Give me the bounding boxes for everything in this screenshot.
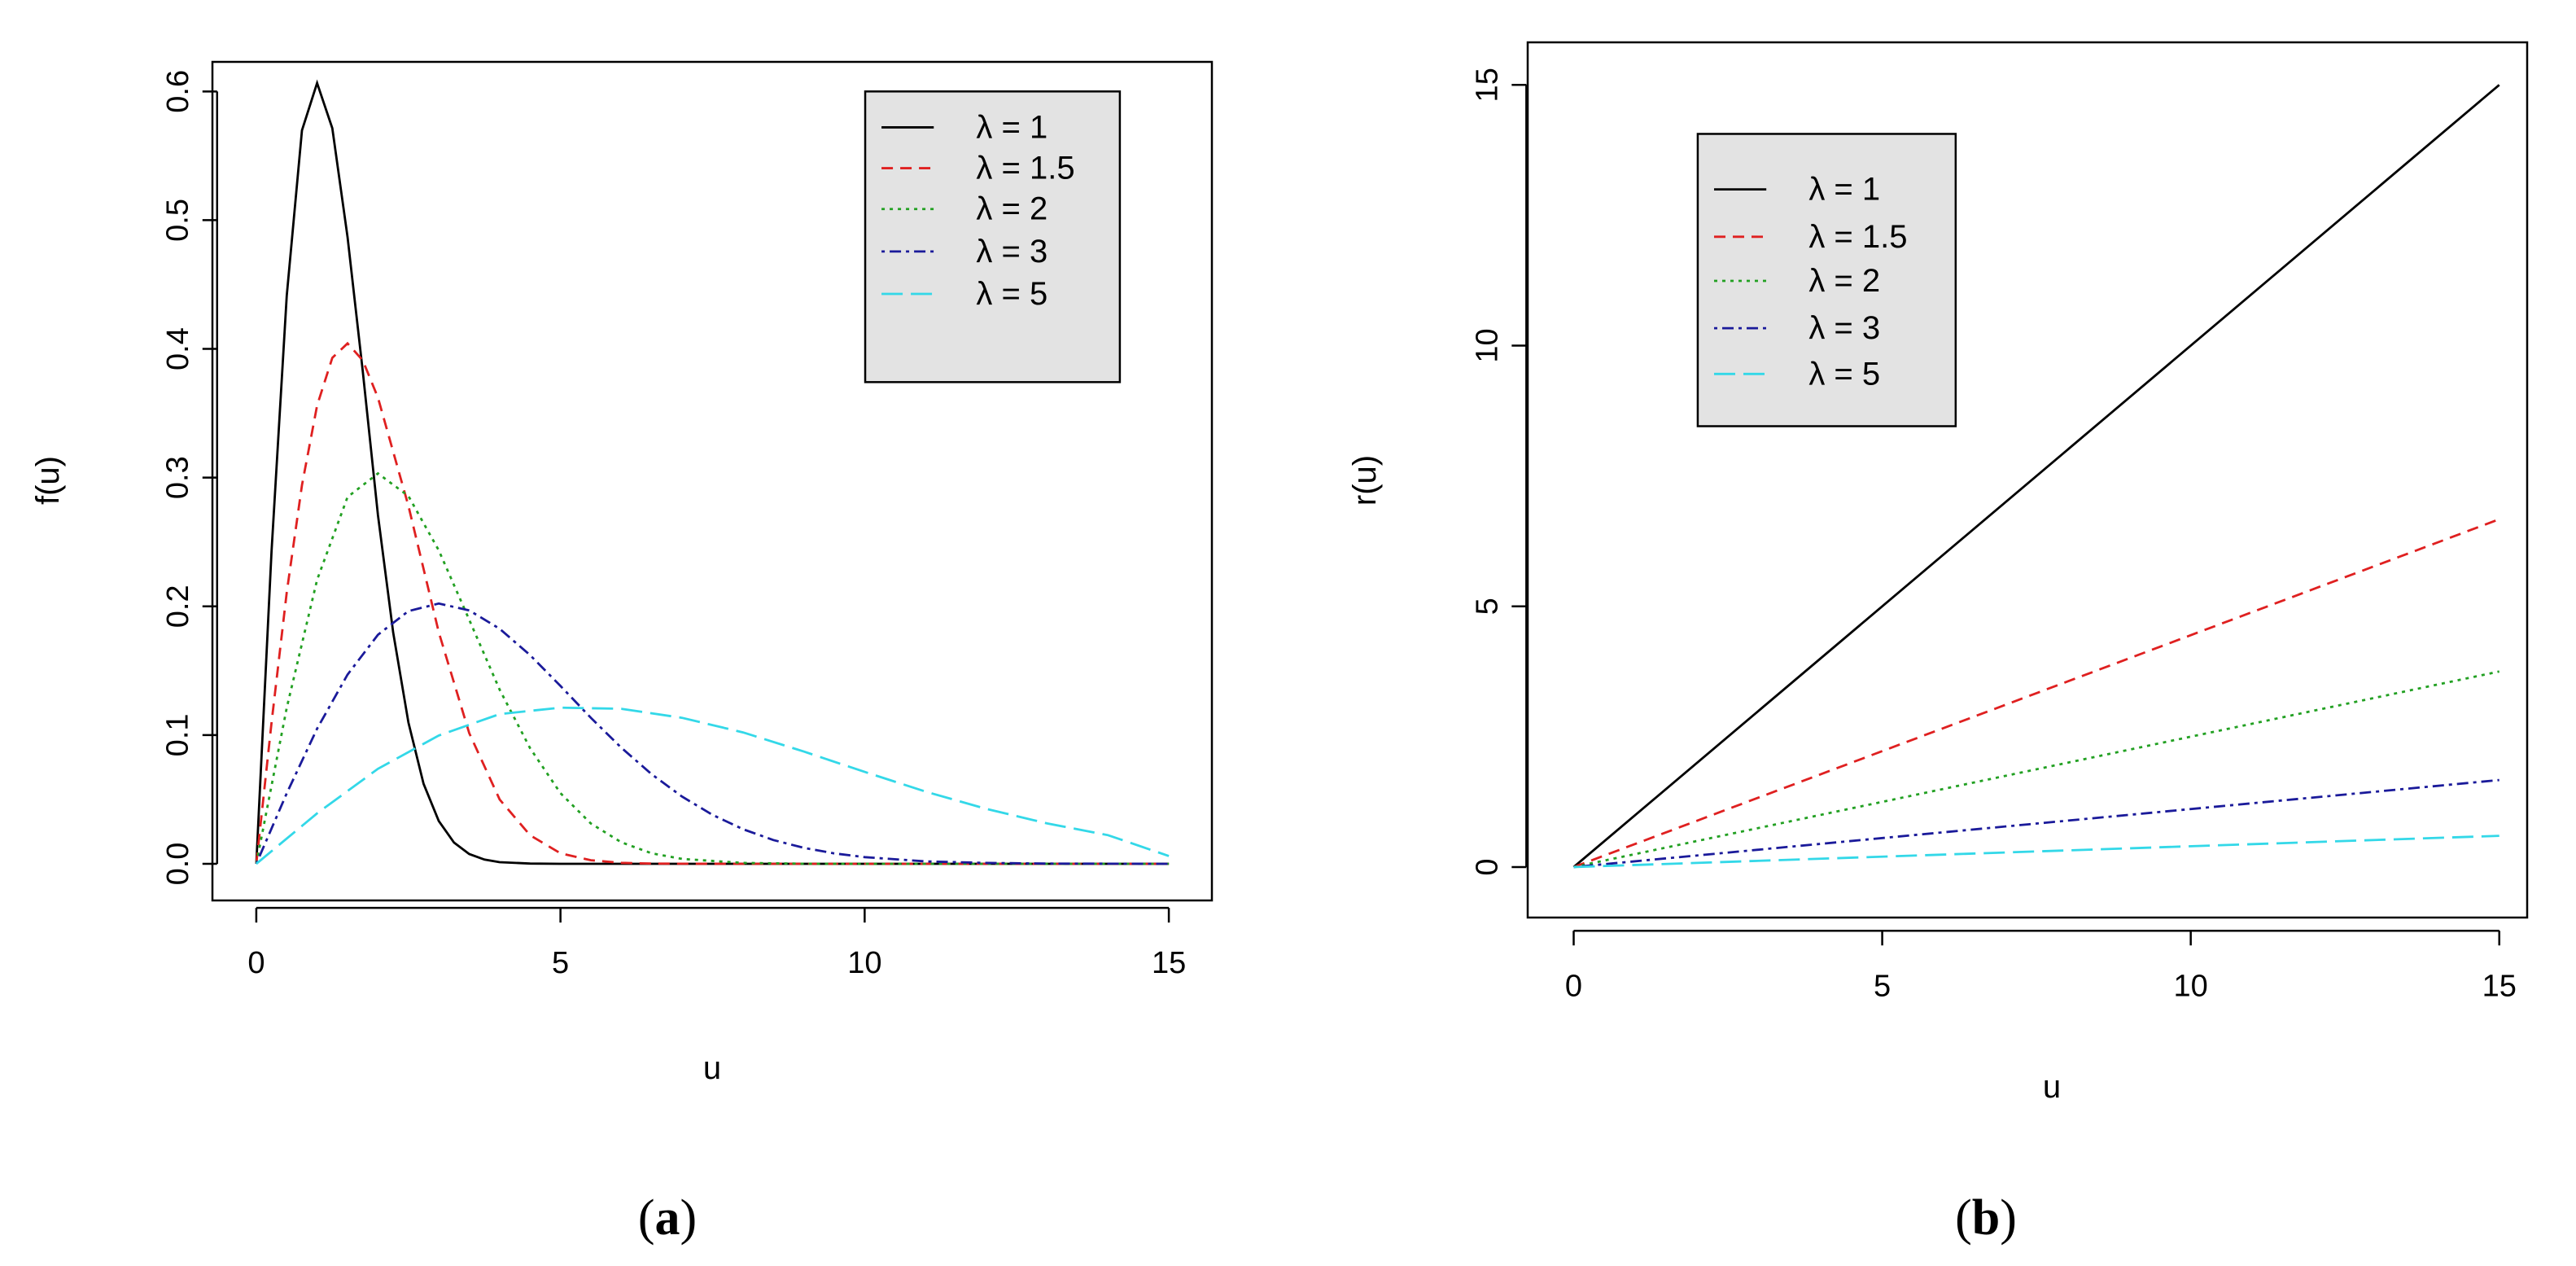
panel-a-x-axis-title: u — [703, 1050, 721, 1086]
panel-b-y-tick-label: 0 — [1470, 858, 1504, 875]
panel-a-axes: 0 5 10 15 0.0 0.1 0.2 0.3 0.4 0.5 0.6 — [161, 70, 1186, 980]
panel-b-legend-label-3: λ = 2 — [1808, 263, 1880, 299]
panel-b-series-line-4 — [1573, 778, 2499, 869]
panel-b-y-tick-label: 15 — [1470, 68, 1504, 102]
panel-b-y-tick-label: 10 — [1470, 328, 1504, 362]
panel-a-y-axis-title: f(u) — [30, 456, 66, 505]
panel-b-y-tick-label: 5 — [1470, 598, 1504, 615]
panel-a-legend-label-1: λ = 1 — [976, 109, 1047, 145]
panel-a-legend: λ = 1 λ = 1.5 λ = 2 λ = 3 λ = 5 — [864, 90, 1122, 383]
panel-a-plot-frame — [211, 60, 1214, 902]
panel-b-y-axis-title: r(u) — [1347, 455, 1383, 506]
panel-label-a-close: ) — [680, 1190, 698, 1246]
panel-a-y-tick-label: 0.6 — [161, 70, 195, 113]
panel-label-a: (a) — [638, 1190, 697, 1246]
panel-b-legend-label-1: λ = 1 — [1808, 172, 1880, 208]
panel-b-series-line-1 — [1572, 84, 2500, 869]
panel-a-x-tick-label: 15 — [1152, 946, 1186, 980]
panel-b-x-tick-label: 15 — [2482, 969, 2517, 1003]
panel-a-y-tick-label: 0.0 — [161, 843, 195, 886]
panel-b-x-tick-label: 0 — [1565, 969, 1582, 1003]
panel-a-x-tick-label: 0 — [247, 946, 265, 980]
panel-label-a-open: ( — [638, 1190, 655, 1246]
panel-a-density-plot: 0 5 10 15 0.0 0.1 0.2 0.3 0.4 0.5 0.6 u f(u) λ = 1… — [30, 60, 1214, 1086]
panel-label-b: (b) — [1955, 1190, 2017, 1246]
panel-a-series-line-5 — [256, 706, 1170, 865]
panel-b-legend-label-4: λ = 3 — [1808, 310, 1880, 346]
panel-label-b-open: ( — [1955, 1190, 1972, 1246]
panel-a-series-line-1 — [255, 79, 1170, 865]
panel-a-curves — [255, 79, 1170, 865]
panel-a-y-tick-label: 0.1 — [161, 713, 195, 756]
panel-b-x-tick-label: 10 — [2174, 969, 2208, 1003]
panel-a-y-tick-label: 0.5 — [161, 199, 195, 242]
panel-a-series-line-3 — [255, 471, 1170, 865]
panel-label-a-letter: a — [655, 1190, 680, 1246]
panel-a-legend-label-2: λ = 1.5 — [976, 151, 1074, 186]
panel-b-series-line-2 — [1573, 518, 2500, 869]
panel-b-x-axis-title: u — [2043, 1069, 2061, 1105]
panel-b-legend: λ = 1 λ = 1.5 λ = 2 λ = 3 λ = 5 — [1696, 133, 1957, 427]
panel-a-legend-box — [864, 90, 1122, 383]
panel-b-x-tick-label: 5 — [1874, 969, 1891, 1003]
panel-b-axes: 0 5 10 15 0 5 10 15 — [1470, 68, 2517, 1003]
panel-a-y-tick-label: 0.3 — [161, 456, 195, 499]
panel-label-b-close: ) — [2000, 1190, 2017, 1246]
panel-b-legend-label-5: λ = 5 — [1808, 356, 1880, 392]
panel-a-legend-label-3: λ = 2 — [976, 191, 1047, 227]
panel-a-legend-label-5: λ = 5 — [976, 276, 1047, 312]
panel-a-y-tick-label: 0.4 — [161, 327, 195, 370]
panel-a-series-line-4 — [255, 602, 1170, 865]
panel-b-series-line-3 — [1573, 670, 2499, 869]
panel-b-curves — [1572, 84, 2500, 869]
panel-a-x-tick-label: 10 — [847, 946, 881, 980]
panel-label-b-letter: b — [1972, 1190, 2000, 1246]
panel-a-series-line-2 — [255, 341, 1170, 865]
panel-a-y-tick-label: 0.2 — [161, 585, 195, 628]
panel-a-legend-label-4: λ = 3 — [976, 234, 1047, 269]
panel-a-x-tick-label: 5 — [552, 946, 569, 980]
panel-b-legend-label-2: λ = 1.5 — [1808, 219, 1907, 255]
panel-b-series-line-5 — [1573, 835, 2499, 869]
panel-b-plot-frame — [1526, 41, 2529, 919]
